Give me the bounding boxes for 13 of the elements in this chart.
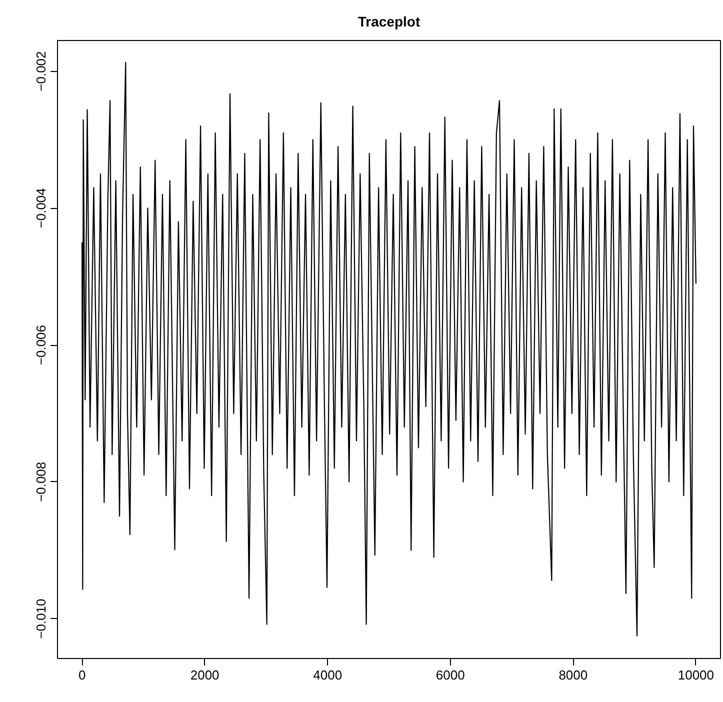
chart-title: Traceplot <box>358 14 420 30</box>
y-tick-label: −0.008 <box>34 462 48 502</box>
line-series <box>82 62 696 636</box>
y-tick-label: −0.002 <box>34 51 48 92</box>
x-tick-label: 2000 <box>190 668 220 682</box>
x-tick-label: 10000 <box>678 668 714 682</box>
x-tick-label: 8000 <box>558 668 588 682</box>
x-tick-label: 0 <box>78 668 86 682</box>
y-tick-label: −0.010 <box>34 598 48 639</box>
x-tick-label: 4000 <box>313 668 342 682</box>
y-tick-label: −0.006 <box>34 324 48 366</box>
x-tick-label: 6000 <box>436 668 465 682</box>
y-tick-label: −0.004 <box>34 188 48 228</box>
